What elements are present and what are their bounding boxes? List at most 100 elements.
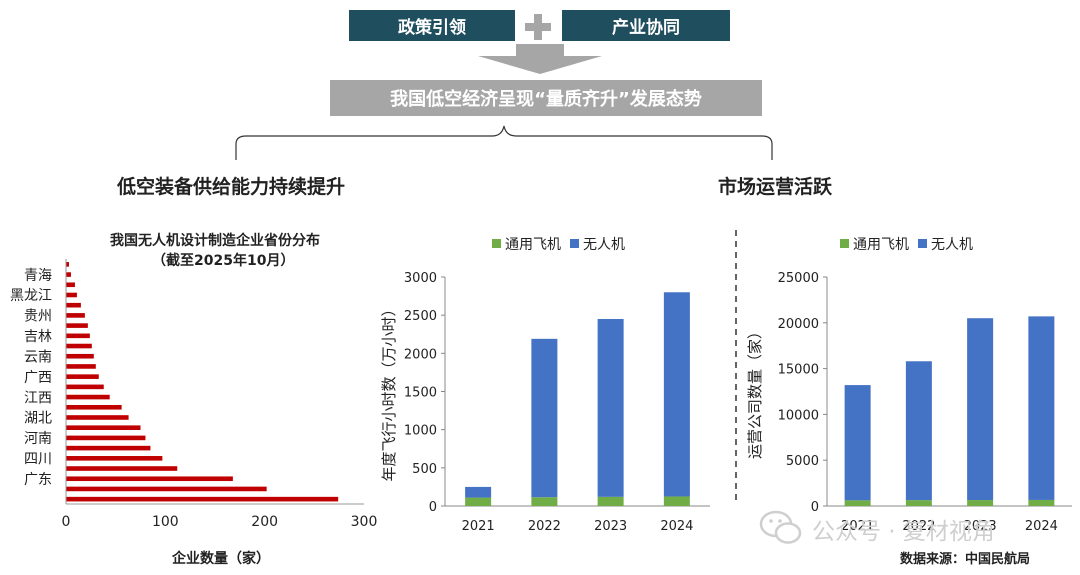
- left-section-title: 低空装备供给能力持续提升: [117, 176, 346, 198]
- general-aircraft-bar: [465, 497, 492, 506]
- province-x-tick: 200: [251, 514, 278, 530]
- x-tick-label: 2024: [660, 519, 693, 534]
- province-bar: [66, 404, 122, 410]
- legend-swatch: [492, 239, 501, 248]
- general-aircraft-bar: [844, 500, 871, 506]
- province-x-tick: 100: [152, 514, 179, 530]
- province-label: 黑龙江: [10, 288, 52, 304]
- province-x-tick: 300: [351, 514, 378, 530]
- province-bar: [66, 343, 92, 349]
- province-chart-subtitle: （截至2025年10月）: [152, 253, 295, 269]
- drone-bar: [531, 338, 558, 498]
- drone-bar: [967, 318, 994, 501]
- province-bar: [66, 292, 77, 298]
- watermark-text: 公众号 · 复材视角: [812, 519, 995, 545]
- province-bar: [66, 384, 104, 390]
- province-label: 四川: [24, 452, 52, 468]
- drone-bar: [465, 486, 492, 498]
- province-label: 广西: [24, 370, 52, 386]
- x-tick-label: 2021: [841, 519, 874, 534]
- y-tick-label: 15000: [778, 363, 819, 378]
- province-bar: [66, 445, 151, 451]
- y-axis-label: 年度飞行小时数（万小时）: [380, 301, 398, 481]
- province-label: 青海: [24, 268, 52, 284]
- province-label: 云南: [24, 349, 52, 365]
- province-label: 河南: [24, 431, 52, 447]
- province-bar: [66, 435, 146, 441]
- plus-icon: [521, 10, 555, 44]
- y-tick-label: 0: [811, 500, 819, 515]
- legend-label: 通用飞机: [853, 237, 909, 253]
- province-bar: [66, 364, 96, 369]
- legend-swatch: [840, 239, 849, 248]
- province-bar: [66, 394, 110, 400]
- province-bar: [66, 302, 81, 308]
- right-section-title: 市场运营活跃: [718, 176, 833, 198]
- chart-divider: [735, 230, 737, 500]
- legend-label: 通用飞机: [505, 237, 561, 253]
- province-label: 江西: [24, 390, 52, 406]
- x-tick-label: 2022: [528, 519, 561, 534]
- province-label: 湖北: [24, 411, 52, 427]
- province-bar: [66, 425, 141, 430]
- province-bar: [66, 486, 267, 492]
- legend-label: 无人机: [583, 237, 625, 253]
- province-bar: [66, 466, 178, 471]
- province-chart-title: 我国无人机设计制造企业省份分布: [110, 233, 320, 249]
- general-aircraft-bar: [905, 500, 932, 506]
- flight-hours-chart: 通用飞机 无人机 0 500 1000 1500 2000 2500 3000 2021 2022 2…: [380, 237, 710, 534]
- y-tick-label: 20000: [778, 317, 819, 332]
- province-bar: [66, 262, 69, 267]
- x-tick-label: 2023: [594, 519, 627, 534]
- x-tick-label: 2022: [902, 519, 935, 534]
- y-axis-label: 运营公司数量（家）: [746, 324, 764, 459]
- drone-bar: [844, 385, 871, 501]
- wechat-icon: [759, 510, 802, 544]
- y-tick-label: 10000: [778, 408, 819, 423]
- operating-companies-chart: 通用飞机 无人机 0 5000 10000 15000 20000 25000 2021 2022…: [746, 237, 1072, 534]
- down-arrow-icon: [478, 44, 602, 74]
- y-tick-label: 1500: [404, 386, 437, 401]
- x-tick-label: 2021: [462, 519, 495, 534]
- y-tick-label: 25000: [778, 271, 819, 286]
- province-bar: [66, 323, 88, 328]
- general-aircraft-bar: [531, 497, 558, 506]
- y-tick-label: 1000: [404, 424, 437, 439]
- y-tick-label: 2500: [404, 309, 437, 324]
- drone-bar: [1028, 316, 1055, 500]
- trend-banner: 我国低空经济呈现“量质齐升”发展态势: [330, 80, 762, 116]
- general-aircraft-bar: [967, 500, 994, 506]
- province-bar: [66, 353, 94, 359]
- x-tick-label: 2023: [964, 519, 997, 534]
- drone-bar: [597, 318, 624, 497]
- y-tick-label: 500: [412, 462, 437, 477]
- policy-guidance-box: 政策引领: [349, 10, 515, 41]
- province-x-tick: 0: [62, 514, 71, 530]
- brace-icon: [235, 125, 773, 160]
- industry-synergy-box: 产业协同: [562, 10, 730, 41]
- drone-bar: [663, 292, 690, 497]
- x-tick-label: 2024: [1025, 519, 1058, 534]
- legend-swatch: [570, 239, 579, 248]
- province-chart-xlabel: 企业数量（家）: [172, 551, 270, 567]
- province-bar: [66, 456, 163, 461]
- province-label: 吉林: [24, 329, 52, 345]
- legend-swatch: [918, 239, 927, 248]
- drone-bar: [905, 361, 932, 501]
- province-bar: [66, 374, 99, 379]
- province-bar: [66, 496, 339, 502]
- province-bar: [66, 272, 71, 277]
- y-tick-label: 3000: [404, 271, 437, 286]
- general-aircraft-bar: [597, 496, 624, 506]
- province-bar: [66, 282, 75, 288]
- province-label: 贵州: [24, 309, 52, 325]
- province-bar: [66, 333, 90, 339]
- province-bar: [66, 313, 85, 318]
- legend-label: 无人机: [931, 237, 973, 253]
- y-tick-label: 5000: [786, 454, 819, 469]
- province-label: 广东: [24, 472, 52, 488]
- province-bar: [66, 476, 233, 482]
- general-aircraft-bar: [1028, 499, 1055, 506]
- y-tick-label: 0: [429, 500, 437, 515]
